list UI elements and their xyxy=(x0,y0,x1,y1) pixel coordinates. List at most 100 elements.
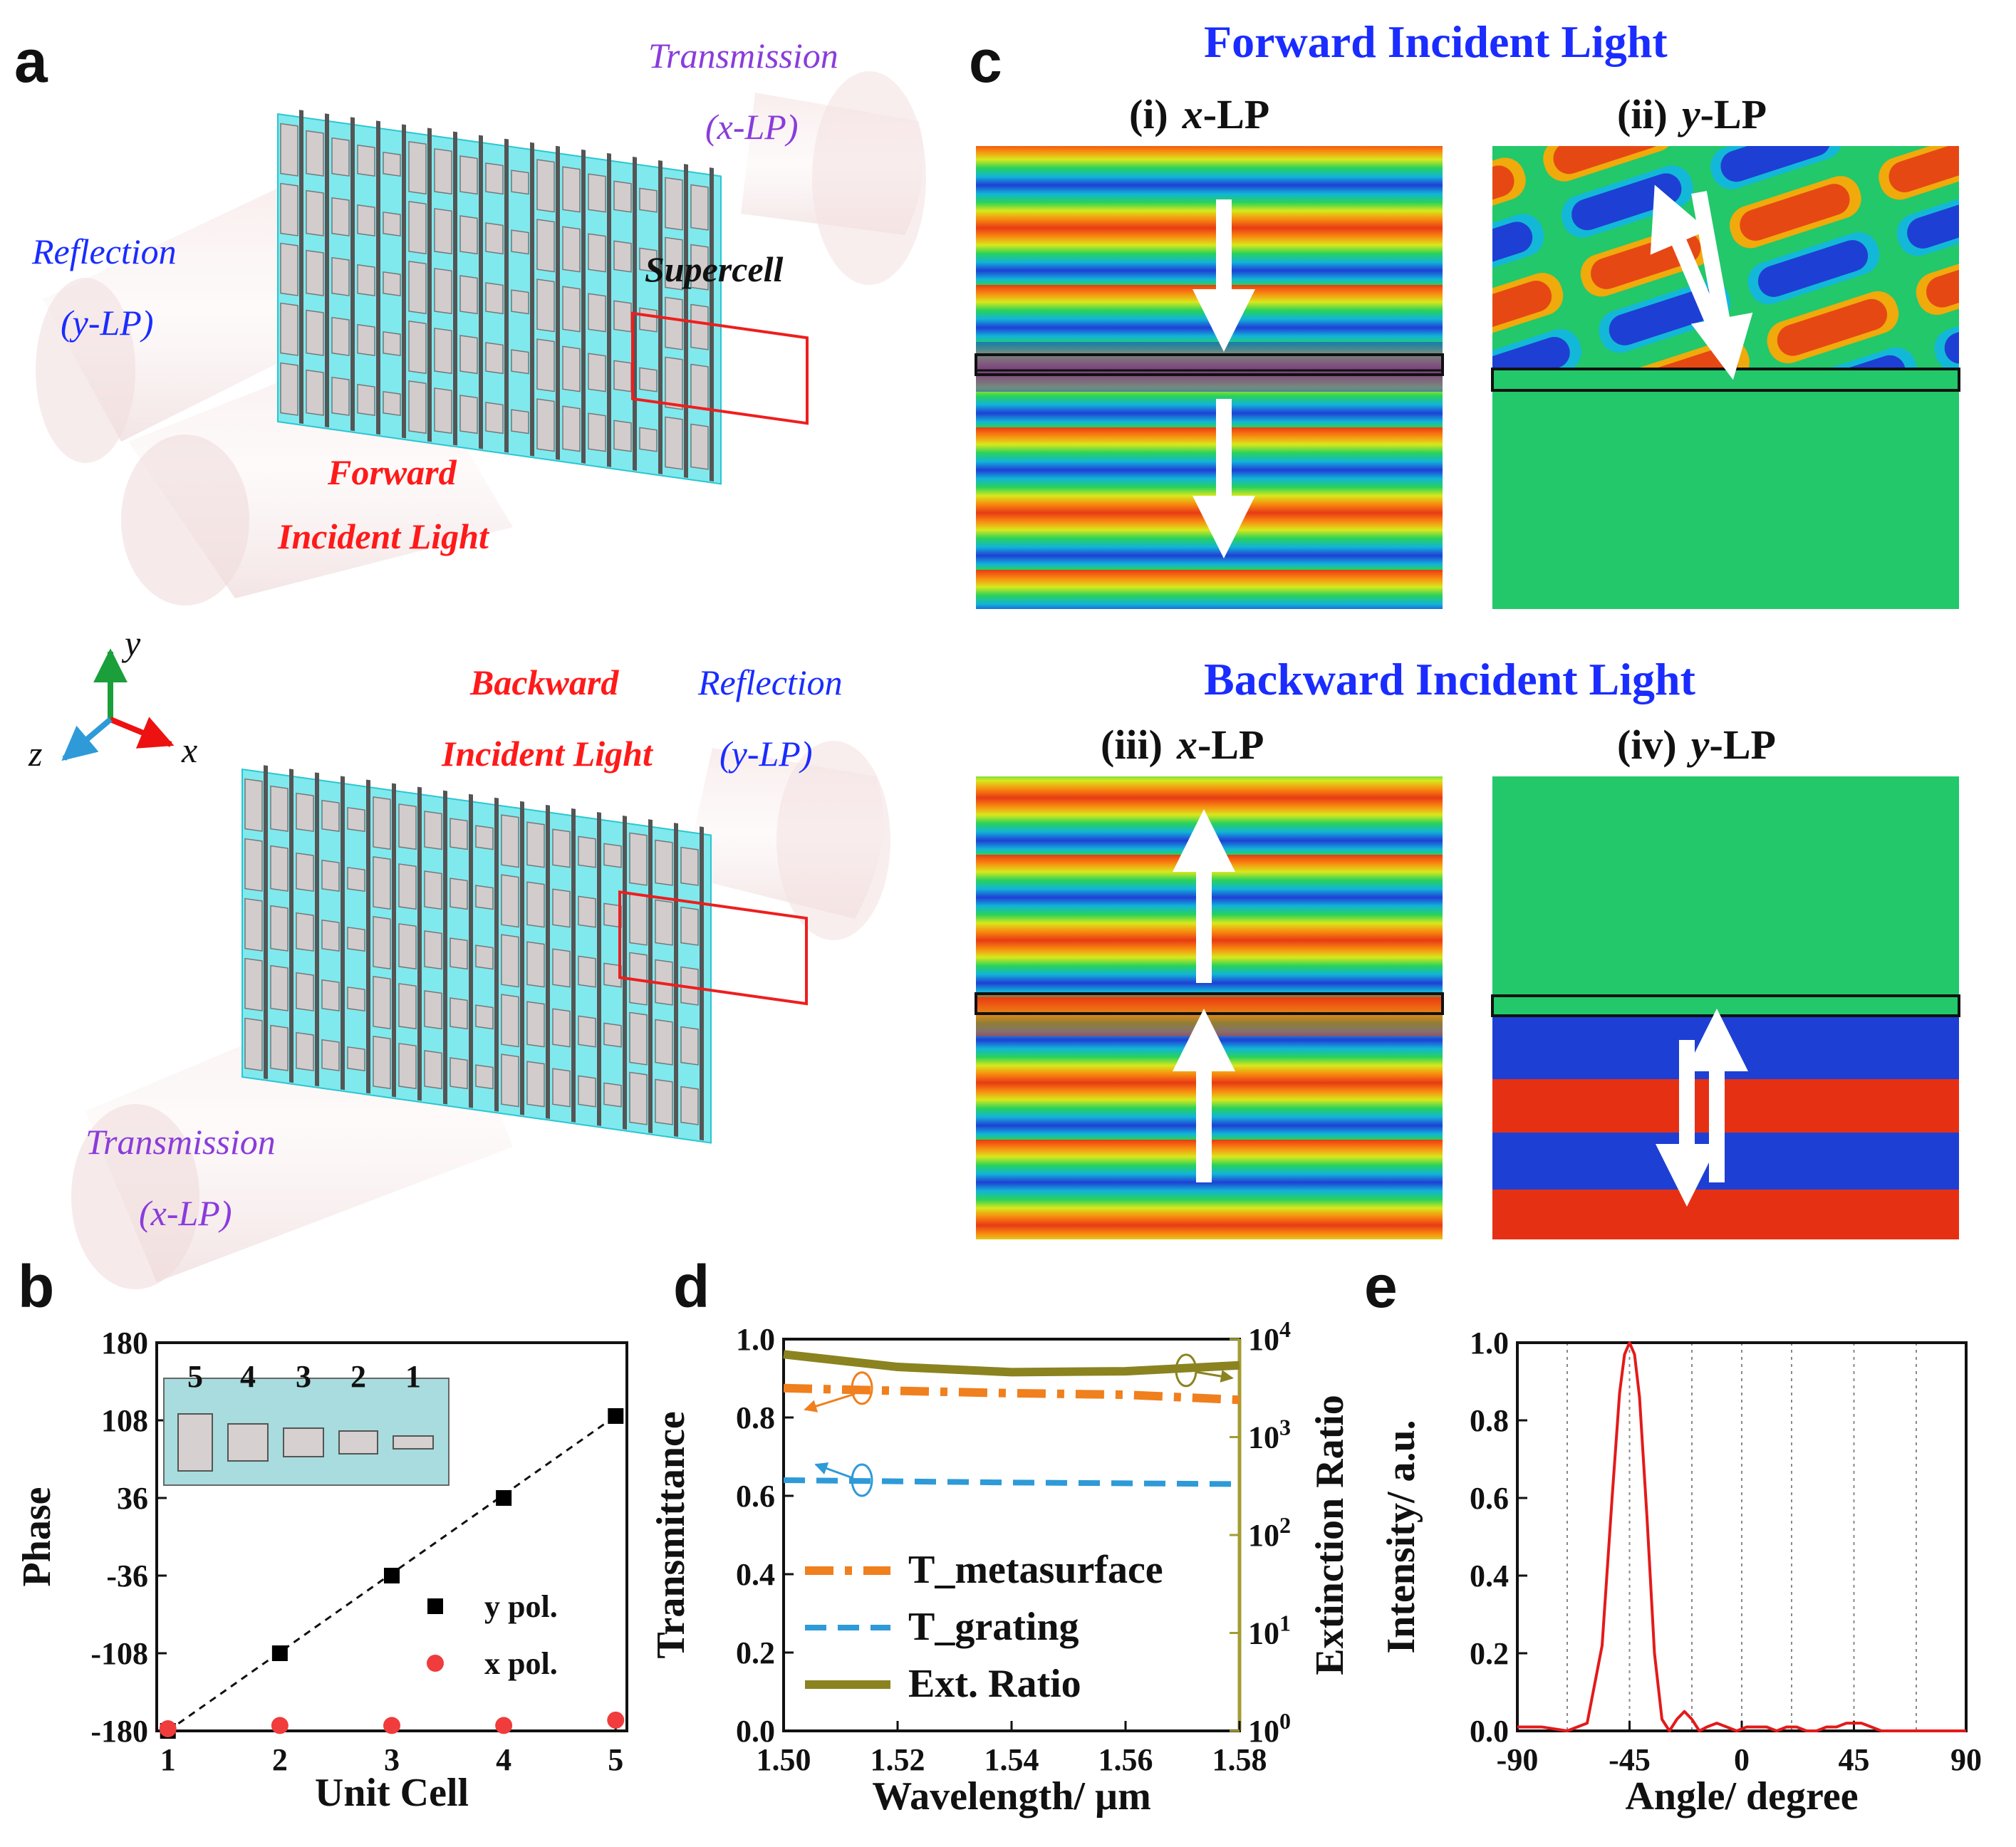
x-tick-label: -45 xyxy=(1609,1742,1651,1777)
meta-atom xyxy=(588,173,606,213)
x-axis-label: Wavelength/ µm xyxy=(872,1774,1151,1819)
meta-atom xyxy=(357,383,375,416)
meta-atom xyxy=(373,976,391,1030)
map-iv-pol: y xyxy=(1687,722,1710,768)
field-map-i xyxy=(975,146,1444,609)
x-tick-label: 1 xyxy=(160,1742,176,1777)
panel-label-c: c xyxy=(969,28,1002,95)
meta-atom xyxy=(434,387,452,435)
legend-marker xyxy=(427,1655,444,1672)
x-pol-point xyxy=(159,1719,177,1737)
meta-atom xyxy=(270,785,289,832)
map-ii-suffix: -LP xyxy=(1700,91,1767,137)
meta-atom xyxy=(373,1036,391,1090)
inset-unit-cell xyxy=(393,1435,434,1450)
meta-atom xyxy=(408,201,427,255)
meta-atom xyxy=(485,162,504,195)
y2-tick-label: 100 xyxy=(1248,1708,1291,1749)
grating-bar xyxy=(402,124,406,439)
meta-atom xyxy=(526,1001,545,1048)
meta-atom xyxy=(578,1075,596,1108)
meta-atom xyxy=(588,412,606,452)
y-axis-label: Phase xyxy=(15,1487,59,1587)
meta-atom xyxy=(639,247,658,273)
meta-atom xyxy=(562,226,581,273)
top-transmission-pol: (x-LP) xyxy=(705,107,799,147)
legend-label: x pol. xyxy=(484,1646,558,1681)
panel-e-chart: e 0.0 0.2 0.4 0.6 0.8 1.0 -90 -45 0 45 90 Angle/ de… xyxy=(1364,1253,1982,1819)
meta-atom xyxy=(603,1082,622,1108)
inset-unit-cell xyxy=(177,1413,213,1472)
x-tick-label: -90 xyxy=(1497,1742,1539,1777)
map-iv-num: (iv) xyxy=(1617,722,1677,768)
meta-atom xyxy=(552,948,571,988)
meta-atom xyxy=(511,229,529,255)
inset-label: 2 xyxy=(350,1359,366,1394)
y-tick-label: -36 xyxy=(106,1559,148,1593)
grating-bar xyxy=(597,811,601,1126)
meta-atom xyxy=(306,369,324,416)
meta-atom xyxy=(424,990,442,1030)
y-tick-label: 0.4 xyxy=(736,1557,775,1592)
bottom-reflection-beam xyxy=(684,741,890,940)
meta-atom xyxy=(629,1071,648,1125)
bottom-transmission-pol: (x-LP) xyxy=(139,1193,232,1233)
y-tick-label: 0.0 xyxy=(736,1714,775,1749)
bottom-reflection-label: Reflection xyxy=(697,662,843,702)
meta-atom xyxy=(450,818,468,850)
x-pol-point xyxy=(495,1717,513,1734)
meta-atom xyxy=(383,271,401,297)
grating-bar xyxy=(469,794,473,1108)
meta-atom xyxy=(424,811,442,850)
panel-a: a Transmission (x-LP) Reflection (y-LP) … xyxy=(14,28,926,1289)
meta-atom xyxy=(347,986,365,1012)
meta-atom xyxy=(475,1004,494,1030)
grating-bar xyxy=(674,823,678,1138)
meta-atom xyxy=(552,888,571,928)
x-tick-label: 3 xyxy=(384,1742,400,1777)
inset-label: 1 xyxy=(405,1359,421,1394)
y-pol-point xyxy=(496,1490,512,1506)
y-pol-point xyxy=(271,1645,288,1661)
grating-bar xyxy=(392,783,396,1098)
y-pol-point xyxy=(384,1568,400,1583)
series-line xyxy=(783,1477,1240,1487)
meta-atom xyxy=(408,380,427,435)
meta-atom xyxy=(562,286,581,333)
meta-atom xyxy=(552,828,571,868)
x-axis-label: Unit Cell xyxy=(315,1771,469,1815)
y-pol-point xyxy=(608,1408,624,1424)
meta-atom xyxy=(639,427,658,452)
meta-atom xyxy=(459,335,478,375)
inset-unit-cell xyxy=(227,1423,269,1462)
meta-atom xyxy=(459,395,478,435)
meta-atom xyxy=(485,402,504,435)
backward-title: Backward Incident Light xyxy=(1204,654,1696,704)
meta-atom xyxy=(665,356,683,410)
meta-atom xyxy=(690,363,709,410)
grating-bar xyxy=(417,786,422,1101)
metasurface-bottom xyxy=(241,765,712,1144)
x-tick-label: 1.54 xyxy=(984,1742,1039,1777)
meta-atom xyxy=(398,863,417,910)
meta-atom xyxy=(280,302,298,356)
meta-atom xyxy=(536,398,555,452)
grating-bar xyxy=(264,765,268,1080)
meta-atom xyxy=(603,843,622,868)
meta-atom xyxy=(270,845,289,892)
map-i-num: (i) xyxy=(1129,91,1168,137)
grating-bar xyxy=(581,149,586,464)
meta-atom xyxy=(526,881,545,928)
field-map-iii xyxy=(975,776,1444,1239)
meta-atom xyxy=(655,1078,673,1125)
svg-text:(iv)y-LP: (iv) y-LP xyxy=(1617,722,1776,768)
panel-label-e: e xyxy=(1364,1253,1398,1320)
indicator-ellipse xyxy=(851,1463,873,1497)
meta-atom xyxy=(588,353,606,392)
axes-triad: y x z xyxy=(28,623,197,774)
meta-atom xyxy=(424,870,442,910)
meta-atom xyxy=(296,972,314,1011)
meta-atom xyxy=(331,256,350,296)
meta-atom xyxy=(244,1017,263,1071)
meta-atom xyxy=(296,912,314,952)
